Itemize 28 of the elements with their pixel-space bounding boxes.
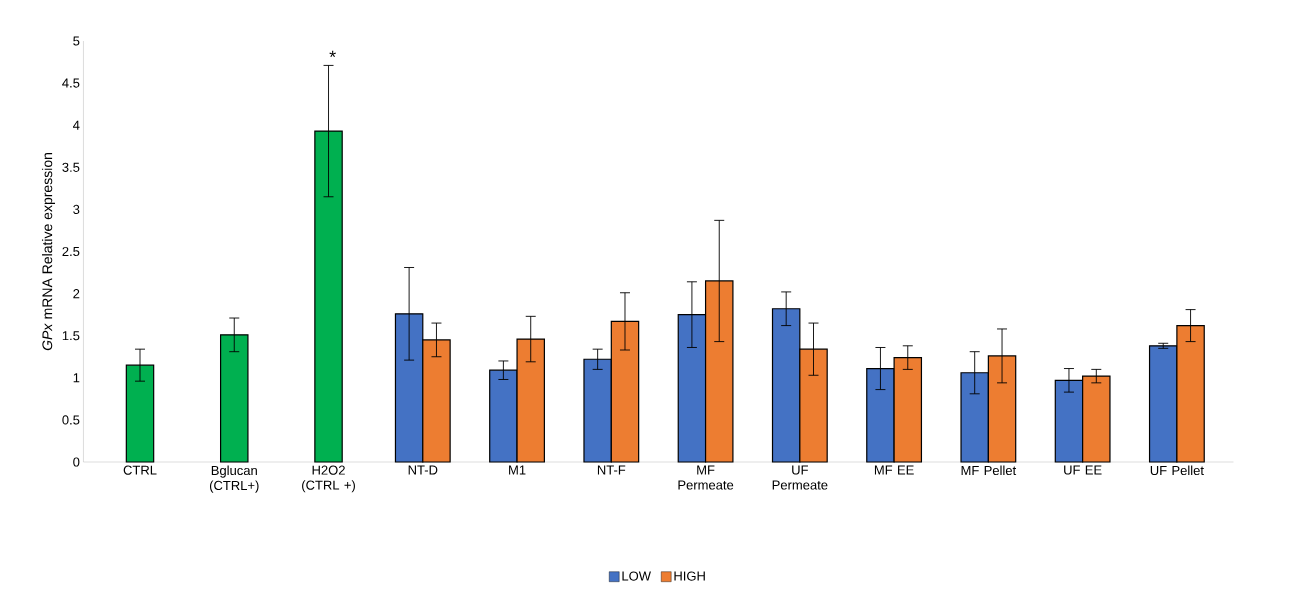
x-tick-label: M1 <box>509 465 526 475</box>
x-tick-label: Bglucan (CTRL+) <box>209 465 259 493</box>
x-tick-label: UF EE <box>1064 465 1102 475</box>
x-tick-label: MF Pellet <box>961 465 1017 476</box>
y-tick-label: 5 <box>73 36 80 46</box>
x-tick-label: UF Permeate <box>772 465 828 490</box>
bar <box>125 364 155 463</box>
y-tick-label: 2 <box>73 289 80 299</box>
y-tick-label: 4.5 <box>62 78 80 88</box>
y-tick-label: 1.5 <box>62 331 80 341</box>
x-tick-label: UF Pellet <box>1150 465 1204 476</box>
y-tick-label: 2.5 <box>62 246 80 257</box>
legend-label: HIGH <box>674 571 705 581</box>
annotation: * <box>329 50 336 58</box>
x-tick-label: NT-F <box>597 465 626 475</box>
legend-label: LOW <box>622 571 651 581</box>
x-tick-label: H2O2 (CTRL +) <box>302 465 355 493</box>
y-tick-label: 3.5 <box>62 162 80 172</box>
y-tick-label: 0.5 <box>62 415 80 425</box>
x-tick-label: MF EE <box>874 465 914 475</box>
x-tick-label: CTRL <box>123 465 157 475</box>
x-tick-label: NT-D <box>408 465 438 475</box>
y-tick-label: 0 <box>73 457 80 467</box>
y-axis-title: GPx mRNA Relative expression <box>41 153 56 351</box>
y-tick-label: 4 <box>72 120 80 130</box>
y-tick-label: 3 <box>73 204 80 214</box>
y-tick-label: 1 <box>73 373 80 383</box>
x-tick-label: MF Permeate <box>678 465 734 490</box>
